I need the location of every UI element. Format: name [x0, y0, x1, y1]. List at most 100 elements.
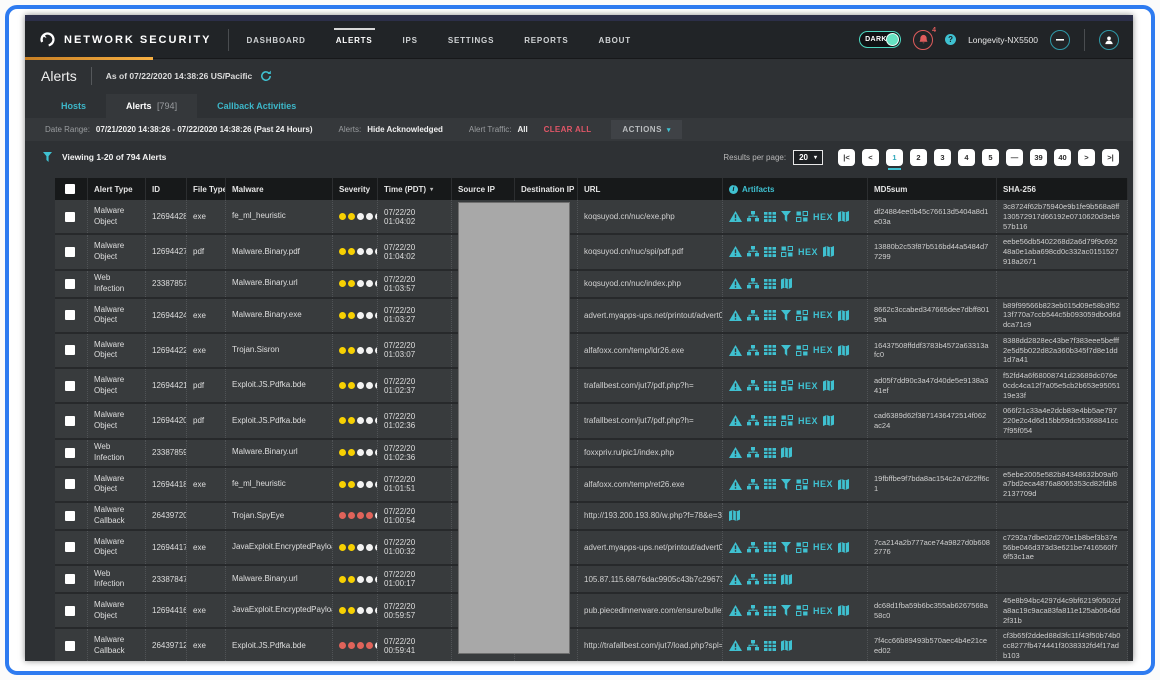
alert-icon[interactable] — [729, 573, 742, 585]
url-cell[interactable]: alfafoxx.com/temp/ldr26.exe — [578, 333, 723, 367]
hex-view-link[interactable]: HEX — [798, 246, 819, 257]
table-icon[interactable] — [764, 310, 776, 321]
binary-icon[interactable] — [796, 541, 808, 553]
column-header-url[interactable]: URL — [578, 178, 723, 200]
map-icon[interactable] — [729, 510, 740, 522]
url-cell[interactable]: alfafoxx.com/temp/ret26.exe — [578, 467, 723, 501]
malware-cell[interactable]: Malware.Binary.pdf — [226, 235, 333, 269]
map-icon[interactable] — [781, 447, 792, 458]
nav-item-alerts[interactable]: ALERTS — [333, 28, 375, 51]
map-icon[interactable] — [781, 640, 792, 652]
alert-icon[interactable] — [729, 415, 742, 427]
malware-cell[interactable]: Malware.Binary.exe — [226, 298, 333, 332]
map-icon[interactable] — [838, 344, 850, 356]
nav-item-reports[interactable]: REPORTS — [524, 36, 569, 45]
alert-icon[interactable] — [729, 246, 742, 258]
sort-indicator-icon[interactable]: ▾ — [430, 186, 434, 193]
os-change-icon[interactable] — [747, 573, 759, 585]
prev-page-button[interactable]: < — [862, 148, 879, 166]
os-change-icon[interactable] — [747, 605, 759, 616]
hex-view-link[interactable]: HEX — [798, 415, 819, 426]
row-checkbox[interactable] — [65, 246, 75, 257]
os-change-icon[interactable] — [747, 278, 759, 289]
column-header-destination-ip[interactable]: Destination IP — [515, 178, 578, 200]
row-checkbox[interactable] — [65, 510, 75, 521]
row-checkbox[interactable] — [65, 310, 75, 321]
map-icon[interactable] — [823, 380, 835, 392]
alert-icon[interactable] — [729, 605, 742, 617]
url-cell[interactable]: pub.piecedinnerware.com/ensure/bulletin-… — [578, 594, 723, 628]
map-icon[interactable] — [838, 541, 850, 553]
hex-view-link[interactable]: HEX — [813, 605, 834, 616]
malware-cell[interactable]: fe_ml_heuristic — [226, 467, 333, 501]
table-icon[interactable] — [764, 574, 776, 584]
page-button-3[interactable]: 3 — [934, 148, 951, 166]
filter-icon[interactable] — [781, 605, 791, 617]
nav-item-settings[interactable]: SETTINGS — [447, 36, 495, 45]
clear-all-button[interactable]: CLEAR ALL — [543, 125, 592, 134]
column-header-source-ip[interactable]: Source IP — [452, 178, 515, 200]
table-icon[interactable] — [764, 211, 776, 222]
binary-icon[interactable] — [796, 211, 808, 223]
actions-dropdown[interactable]: ACTIONS ▾ — [611, 120, 682, 139]
url-cell[interactable]: trafallbest.com/jut7/pdf.php?h= — [578, 404, 723, 438]
page-button-4[interactable]: 4 — [958, 148, 975, 166]
os-change-icon[interactable] — [747, 211, 759, 222]
filter-icon[interactable] — [781, 344, 791, 356]
hex-view-link[interactable]: HEX — [813, 542, 834, 553]
table-icon[interactable] — [764, 605, 776, 616]
table-icon[interactable] — [764, 542, 776, 553]
table-icon[interactable] — [764, 246, 776, 257]
binary-icon[interactable] — [796, 309, 808, 321]
alert-icon[interactable] — [729, 380, 742, 392]
filter-icon[interactable] — [781, 541, 791, 553]
row-checkbox[interactable] — [65, 380, 75, 391]
row-checkbox[interactable] — [65, 640, 75, 651]
filter-funnel-icon[interactable] — [43, 152, 52, 162]
table-icon[interactable] — [764, 380, 776, 391]
os-change-icon[interactable] — [747, 447, 759, 458]
alert-icon[interactable] — [729, 447, 742, 458]
alert-icon[interactable] — [729, 211, 742, 223]
page-button-5[interactable]: 5 — [982, 148, 999, 166]
hex-view-link[interactable]: HEX — [813, 345, 834, 356]
binary-icon[interactable] — [781, 380, 793, 392]
tab-callback-activities[interactable]: Callback Activities — [197, 94, 316, 118]
row-checkbox[interactable] — [65, 605, 75, 616]
filter-icon[interactable] — [781, 478, 791, 490]
row-checkbox[interactable] — [65, 278, 75, 289]
url-cell[interactable]: koqsuyod.cn/nuc/spi/pdf.pdf — [578, 235, 723, 269]
binary-icon[interactable] — [781, 415, 793, 427]
binary-icon[interactable] — [796, 344, 808, 356]
os-change-icon[interactable] — [747, 478, 759, 490]
malware-cell[interactable]: Malware.Binary.url — [226, 566, 333, 592]
url-cell[interactable]: 105.87.115.68/76dac9905c43b7c296739a45f1… — [578, 566, 723, 592]
hex-view-link[interactable]: HEX — [813, 310, 834, 321]
column-header-severity[interactable]: Severity — [333, 178, 378, 200]
map-icon[interactable] — [781, 573, 792, 585]
malware-cell[interactable]: Trojan.Sisron — [226, 333, 333, 367]
alert-icon[interactable] — [729, 309, 742, 321]
column-header-file-type[interactable]: File Type — [187, 178, 226, 200]
first-page-button[interactable]: |< — [838, 148, 855, 166]
row-checkbox[interactable] — [65, 574, 75, 584]
malware-cell[interactable]: Trojan.SpyEye — [226, 502, 333, 529]
os-change-icon[interactable] — [747, 541, 759, 553]
os-change-icon[interactable] — [747, 415, 759, 426]
column-header-md5sum[interactable]: MD5sum — [868, 178, 997, 200]
row-checkbox[interactable] — [65, 447, 75, 458]
help-icon[interactable]: ? — [945, 34, 957, 45]
page-button-1[interactable]: 1 — [886, 148, 903, 170]
url-cell[interactable]: trafallbest.com/jut7/pdf.php?h= — [578, 369, 723, 403]
hex-view-link[interactable]: HEX — [798, 380, 819, 391]
map-icon[interactable] — [838, 309, 850, 321]
dark-mode-toggle[interactable]: DARK — [859, 31, 902, 48]
ellipsis-page-button[interactable]: — — [1006, 148, 1023, 166]
os-change-icon[interactable] — [747, 246, 759, 257]
os-change-icon[interactable] — [747, 640, 759, 651]
malware-cell[interactable]: JavaExploit.EncryptedPayload — [226, 530, 333, 564]
user-menu-button[interactable] — [1099, 29, 1119, 50]
row-checkbox[interactable] — [65, 479, 75, 490]
alert-icon[interactable] — [729, 541, 742, 553]
row-checkbox[interactable] — [65, 345, 75, 356]
